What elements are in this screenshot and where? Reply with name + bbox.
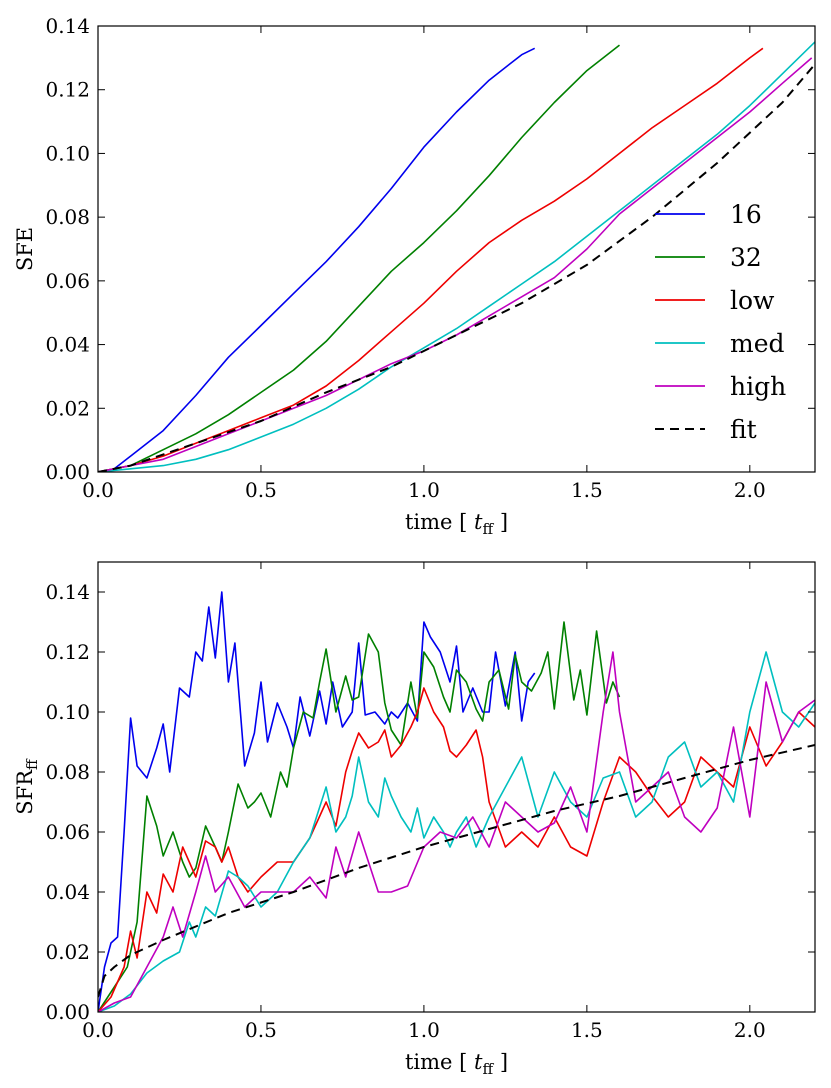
legend-label-low: low <box>730 286 775 315</box>
sfe-ytick-label: 0.14 <box>45 14 90 38</box>
sfr-series-low <box>98 687 815 1012</box>
sfr-xtick-label: 0.5 <box>245 1018 277 1042</box>
sfr-xlabel-var: t <box>474 1050 483 1074</box>
sfr-ylabel-sub: ff <box>23 758 41 770</box>
sfr-xtick-label: 2.0 <box>734 1018 766 1042</box>
sfr-ylabel-text: SFR <box>13 769 37 815</box>
sfe-ytick-label: 0.04 <box>45 333 90 357</box>
sfe-plot: 0.0 0.5 1.0 1.5 2.0 0.00 0.02 0.04 0.06 0.08 0.10 0… <box>13 14 816 538</box>
sfr-series-layer <box>98 591 815 1012</box>
sfr-xlabel-suffix: ] <box>493 1050 508 1074</box>
sfe-y-axis-label: SFE <box>13 227 37 271</box>
sfr-ytick-label: 0.04 <box>45 880 90 904</box>
sfr-series-32 <box>98 621 621 1012</box>
sfr-x-axis-label: time [ tff ] <box>405 1050 508 1078</box>
sfe-ticks-layer: 0.0 0.5 1.0 1.5 2.0 0.00 0.02 0.04 0.06 0.08 0.10 0… <box>45 14 815 502</box>
sfe-xlabel-suffix: ] <box>493 510 508 534</box>
sfr-ytick-label: 0.12 <box>45 640 90 664</box>
sfe-series-layer <box>98 41 815 472</box>
legend-label-16: 16 <box>730 200 762 229</box>
sfr-ytick-label: 0.08 <box>45 760 90 784</box>
sfe-xtick-label: 1.0 <box>408 478 440 502</box>
sfe-series-med <box>98 41 815 472</box>
sfr-ytick-label: 0.10 <box>45 700 90 724</box>
sfe-xtick-label: 2.0 <box>734 478 766 502</box>
sfr-xlabel-sub: ff <box>482 1060 494 1078</box>
sfr-ytick-label: 0.14 <box>45 580 90 604</box>
sfe-plot-frame <box>97 25 816 473</box>
sfr-ytick-label: 0.02 <box>45 940 90 964</box>
sfe-series-fit <box>98 63 815 472</box>
sfe-ytick-label: 0.12 <box>45 78 90 102</box>
sfr-series-16 <box>98 591 536 1012</box>
sfe-series-low <box>98 47 764 472</box>
sfe-ytick-label: 0.02 <box>45 396 90 420</box>
sfe-xtick-label: 1.5 <box>571 478 603 502</box>
sfr-xtick-label: 0.0 <box>82 1018 114 1042</box>
sfe-xlabel-sub: ff <box>482 520 494 538</box>
sfe-ylabel-text: SFE <box>13 227 37 271</box>
sfr-ticks-layer: 0.0 0.5 1.0 1.5 2.0 0.00 0.02 0.04 0.06 0.08 0.10 0… <box>45 562 815 1042</box>
sfe-xlabel-var: t <box>474 510 483 534</box>
sfr-y-axis-label: SFRff <box>13 758 41 815</box>
sfr-plot: 0.0 0.5 1.0 1.5 2.0 0.00 0.02 0.04 0.06 0.08 0.10 0… <box>13 561 816 1078</box>
sfe-ytick-label: 0.10 <box>45 141 90 165</box>
sfe-xtick-label: 0.0 <box>82 478 114 502</box>
sfe-ytick-label: 0.08 <box>45 205 90 229</box>
legend-label-fit: fit <box>730 415 757 444</box>
sfr-plot-frame <box>97 561 816 1013</box>
sfr-ytick-label: 0.00 <box>45 1000 90 1024</box>
sfr-series-fit <box>98 744 815 998</box>
legend: 16 32 low med high fit <box>655 200 786 444</box>
sfe-ytick-label: 0.00 <box>45 460 90 484</box>
sfe-series-16 <box>98 47 536 472</box>
sfr-series-high <box>98 651 815 1012</box>
sfr-xtick-label: 1.5 <box>571 1018 603 1042</box>
legend-label-med: med <box>730 329 785 358</box>
sfe-xtick-label: 0.5 <box>245 478 277 502</box>
sfe-ytick-label: 0.06 <box>45 269 90 293</box>
sfe-x-axis-label: time [ tff ] <box>405 510 508 538</box>
sfe-series-32 <box>98 44 620 472</box>
sfr-ytick-label: 0.06 <box>45 820 90 844</box>
sfr-xlabel-prefix: time [ <box>405 1050 474 1074</box>
legend-label-32: 32 <box>730 243 762 272</box>
sfr-xtick-label: 1.0 <box>408 1018 440 1042</box>
legend-label-high: high <box>730 372 786 401</box>
sfe-xlabel-prefix: time [ <box>405 510 474 534</box>
sfe-series-high <box>98 57 813 472</box>
